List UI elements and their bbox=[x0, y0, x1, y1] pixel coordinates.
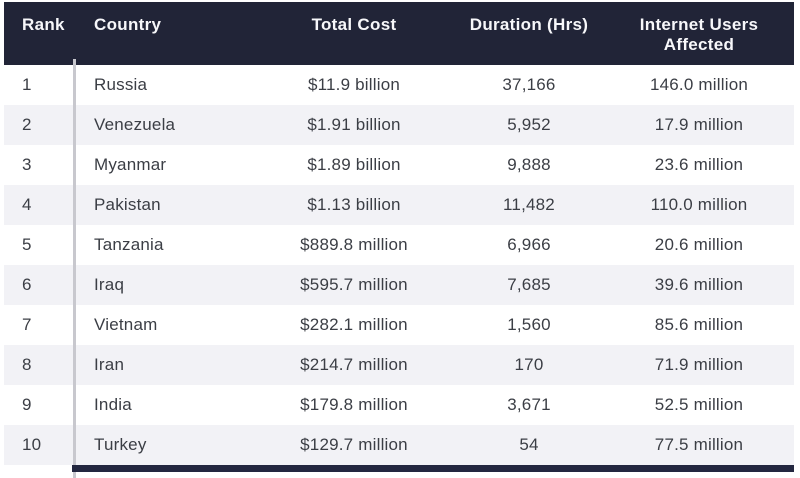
table-row-iran: 8 Iran $214.7 million 170 71.9 million bbox=[4, 345, 794, 386]
cell-rank: 8 bbox=[4, 345, 79, 386]
table-body: 1 Russia $11.9 billion 37,166 146.0 mill… bbox=[4, 65, 794, 466]
cell-country: Venezuela bbox=[79, 105, 254, 146]
cell-country: Myanmar bbox=[79, 145, 254, 186]
cell-duration: 37,166 bbox=[454, 65, 604, 106]
cell-country: Turkey bbox=[79, 425, 254, 466]
table-row-tanzania: 5 Tanzania $889.8 million 6,966 20.6 mil… bbox=[4, 225, 794, 266]
column-header-users-affected: Internet Users Affected bbox=[604, 2, 794, 66]
cell-total-cost: $889.8 million bbox=[254, 225, 454, 266]
cell-users-affected: 110.0 million bbox=[604, 185, 794, 226]
cell-rank: 3 bbox=[4, 145, 79, 186]
table-row-india: 9 India $179.8 million 3,671 52.5 millio… bbox=[4, 385, 794, 426]
cell-duration: 9,888 bbox=[454, 145, 604, 186]
table-row-pakistan: 4 Pakistan $1.13 billion 11,482 110.0 mi… bbox=[4, 185, 794, 226]
header-row: Rank Country Total Cost Duration (Hrs) I… bbox=[4, 2, 794, 66]
cell-rank: 6 bbox=[4, 265, 79, 306]
cell-country: Vietnam bbox=[79, 305, 254, 346]
column-header-total-cost: Total Cost bbox=[254, 2, 454, 66]
cell-users-affected: 85.6 million bbox=[604, 305, 794, 346]
cell-rank: 5 bbox=[4, 225, 79, 266]
cell-rank: 10 bbox=[4, 425, 79, 466]
cell-total-cost: $1.13 billion bbox=[254, 185, 454, 226]
cell-users-affected: 23.6 million bbox=[604, 145, 794, 186]
cell-duration: 6,966 bbox=[454, 225, 604, 266]
cell-total-cost: $1.89 billion bbox=[254, 145, 454, 186]
cell-duration: 11,482 bbox=[454, 185, 604, 226]
cell-users-affected: 71.9 million bbox=[604, 345, 794, 386]
cell-rank: 4 bbox=[4, 185, 79, 226]
cell-duration: 1,560 bbox=[454, 305, 604, 346]
cell-users-affected: 146.0 million bbox=[604, 65, 794, 106]
cell-total-cost: $214.7 million bbox=[254, 345, 454, 386]
cell-country: Iran bbox=[79, 345, 254, 386]
cell-rank: 7 bbox=[4, 305, 79, 346]
cell-country: Russia bbox=[79, 65, 254, 106]
next-section-header-strip bbox=[72, 465, 794, 472]
cell-country: Pakistan bbox=[79, 185, 254, 226]
column-header-users-affected-label: Internet Users Affected bbox=[639, 15, 759, 55]
cell-total-cost: $595.7 million bbox=[254, 265, 454, 306]
rank-column-divider bbox=[73, 59, 76, 478]
table-row-venezuela: 2 Venezuela $1.91 billion 5,952 17.9 mil… bbox=[4, 105, 794, 146]
cell-duration: 54 bbox=[454, 425, 604, 466]
cell-total-cost: $179.8 million bbox=[254, 385, 454, 426]
column-header-duration: Duration (Hrs) bbox=[454, 2, 604, 66]
cell-rank: 9 bbox=[4, 385, 79, 426]
cell-country: Tanzania bbox=[79, 225, 254, 266]
cost-of-shutdowns-table: Rank Country Total Cost Duration (Hrs) I… bbox=[4, 2, 794, 466]
cell-total-cost: $129.7 million bbox=[254, 425, 454, 466]
cell-total-cost: $11.9 billion bbox=[254, 65, 454, 106]
cell-duration: 170 bbox=[454, 345, 604, 386]
table-row-vietnam: 7 Vietnam $282.1 million 1,560 85.6 mill… bbox=[4, 305, 794, 346]
cell-duration: 7,685 bbox=[454, 265, 604, 306]
table-row-myanmar: 3 Myanmar $1.89 billion 9,888 23.6 milli… bbox=[4, 145, 794, 186]
cell-users-affected: 52.5 million bbox=[604, 385, 794, 426]
column-header-rank: Rank bbox=[4, 2, 79, 66]
table-header: Rank Country Total Cost Duration (Hrs) I… bbox=[4, 2, 794, 66]
cell-users-affected: 77.5 million bbox=[604, 425, 794, 466]
cell-users-affected: 17.9 million bbox=[604, 105, 794, 146]
cell-users-affected: 39.6 million bbox=[604, 265, 794, 306]
table-row-russia: 1 Russia $11.9 billion 37,166 146.0 mill… bbox=[4, 65, 794, 106]
cell-rank: 1 bbox=[4, 65, 79, 106]
table-row-turkey: 10 Turkey $129.7 million 54 77.5 million bbox=[4, 425, 794, 466]
column-header-country: Country bbox=[79, 2, 254, 66]
cell-duration: 5,952 bbox=[454, 105, 604, 146]
cell-country: Iraq bbox=[79, 265, 254, 306]
table-row-iraq: 6 Iraq $595.7 million 7,685 39.6 million bbox=[4, 265, 794, 306]
cell-duration: 3,671 bbox=[454, 385, 604, 426]
cell-total-cost: $282.1 million bbox=[254, 305, 454, 346]
cell-users-affected: 20.6 million bbox=[604, 225, 794, 266]
cell-total-cost: $1.91 billion bbox=[254, 105, 454, 146]
cell-rank: 2 bbox=[4, 105, 79, 146]
cell-country: India bbox=[79, 385, 254, 426]
